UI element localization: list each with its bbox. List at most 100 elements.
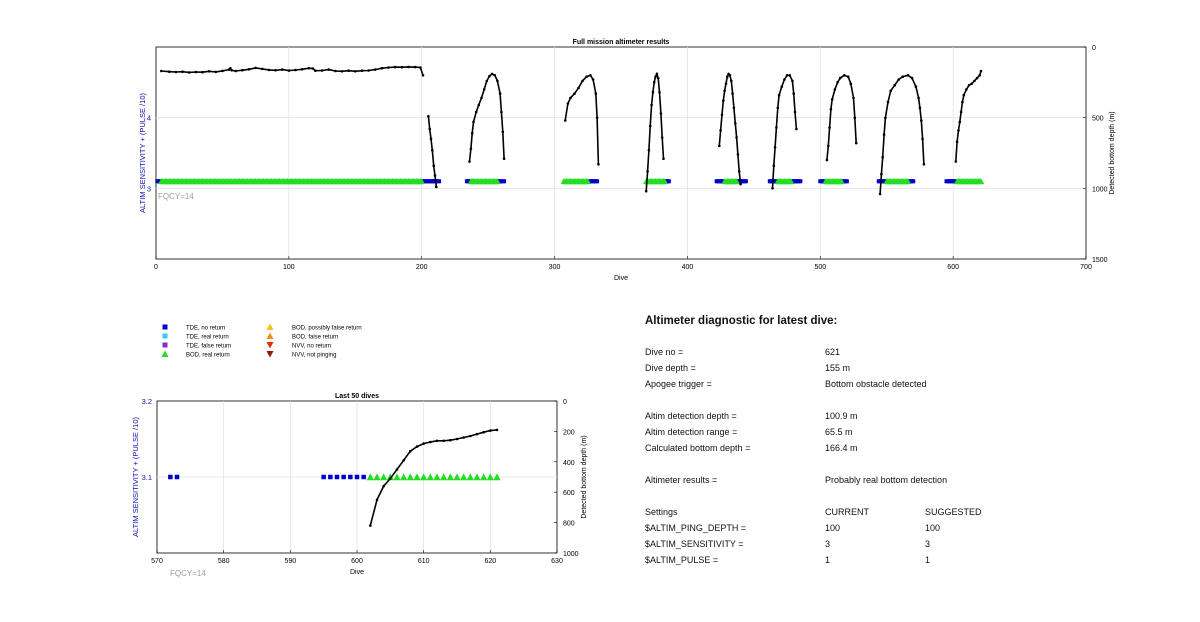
diagnostic-label: Altim detection range = [645,427,738,437]
bottom-depth-point [906,74,910,77]
bottom-depth-point [395,468,399,471]
bottom-depth-point [287,69,291,72]
last50-right-ytick-label: 1000 [563,551,579,558]
legend-entry-label: TDE, real return [186,335,229,341]
legend-entry-label: TDE, false return [186,344,231,350]
bottom-depth-point [181,70,184,73]
setting-current: 1 [825,555,831,565]
bottom-depth-point [241,68,244,72]
bottom-depth-point [910,76,914,80]
bottom-depth-point [829,107,833,111]
bottom-depth-point [959,110,963,114]
bottom-depth-point [307,66,311,70]
bottom-depth-point [563,119,567,122]
bottom-depth-point [662,157,665,160]
bottom-depth-point [651,90,655,94]
legend-entry-label: BOD, real return [186,353,230,359]
bottom-depth-point [577,86,580,90]
full-xtick-label: 400 [682,264,694,271]
diagnostic-value: 100.9 m [825,411,858,421]
bottom-depth-point [973,79,976,83]
bottom-depth-point [838,76,842,80]
last50-xtick-label: 580 [218,558,230,565]
bottom-depth-point [482,430,486,434]
diagnostic-label: Altim detection depth = [645,411,737,421]
bottom-depth-point [274,69,277,72]
bottom-depth-point [320,69,324,72]
altimeter-diagnostic-panel: Altimeter diagnostic for latest dive: Di… [645,315,1185,585]
diagnostic-value: Bottom obstacle detected [825,379,927,389]
bottom-depth-point [347,69,350,72]
last50-right-ytick-label: 800 [563,521,575,528]
bottom-depth-line [645,71,665,192]
bottom-depth-point [493,74,497,77]
legend-triangle-down-marker [266,351,274,358]
tde-no-return-marker [798,179,803,184]
legend-triangle-up-marker [266,323,274,330]
bottom-depth-point [421,74,425,77]
tde-no-return-marker [341,474,346,480]
full-xtick-label: 500 [814,264,826,271]
last50-xtick-label: 620 [484,558,496,565]
bod-real-return-marker [386,473,394,481]
bottom-depth-point [731,92,734,95]
full-xtick-label: 300 [549,264,561,271]
bottom-depth-point [773,146,777,149]
last50-xtick-label: 600 [351,558,363,565]
bottom-depth-point [160,69,163,73]
bottom-depth-point [595,116,599,119]
tde-no-return-marker [502,179,507,184]
bottom-depth-point [783,78,786,81]
legend-square-marker [162,324,168,330]
tde-no-return-marker [168,474,173,480]
diagnostic-label: Dive no = [645,347,684,357]
diagnostic-label: Altimeter results = [645,475,718,485]
tde-no-return-marker [844,179,849,184]
bottom-depth-point [724,82,728,85]
bottom-depth-point [585,75,588,78]
full-xtick-label: 700 [1080,264,1092,271]
bottom-depth-point [429,137,433,141]
bottom-depth-point [728,74,732,77]
bottom-depth-point [734,122,737,125]
bottom-depth-point [893,83,896,87]
bottom-depth-point [655,72,659,76]
last-50-ticks: 570 580 590 600 610 620 630 3.1 3.2 0 200 400 600 800… [142,397,579,565]
bod-real-return-marker [433,473,441,481]
bottom-depth-point [795,127,798,131]
setting-suggested: 100 [925,523,941,533]
tde-no-return-marker [354,474,360,480]
diagnostic-value: 155 m [825,363,851,373]
bottom-depth-point [897,78,900,81]
bottom-depth-point [168,70,171,73]
legend-square-marker [162,342,168,348]
tde-no-return-marker [436,179,441,184]
tde-no-return-marker [911,179,916,184]
bottom-depth-point [428,127,432,131]
last50-left-ytick-label: 3.1 [142,473,152,482]
bottom-depth-point [470,131,474,135]
last-50-dives-chart: 570 580 590 600 610 620 630 3.1 3.2 0 200 400 600 800… [131,393,588,578]
bod-real-return-marker [661,178,669,185]
bottom-depth-point [402,459,406,462]
last-50-right-ylabel: Detected bottom depth (m) [581,435,588,518]
bottom-depth-point [380,66,384,70]
full-left-ytick-label: 4 [147,114,151,123]
legend-square-marker [162,333,168,339]
bottom-depth-point [375,498,379,502]
bottom-depth-line [826,74,857,161]
setting-current: 3 [825,539,831,549]
bottom-depth-point [917,96,920,100]
full-mission-ticks: 0 100 200 300 400 500 600 700 3 4 0 500 1000 1500 [147,45,1108,271]
setting-name: $ALTIM_PING_DEPTH = [645,523,747,533]
bottom-depth-point [501,130,505,134]
full-xtick-label: 600 [947,264,959,271]
last50-xtick-label: 610 [418,558,430,565]
bottom-depth-point [836,81,839,84]
bottom-depth-point [652,81,656,84]
bottom-depth-point [393,65,397,69]
bottom-depth-line [879,74,925,195]
bottom-depth-point [828,126,831,129]
bottom-depth-point [854,141,858,145]
full-xtick-label: 100 [283,264,295,271]
